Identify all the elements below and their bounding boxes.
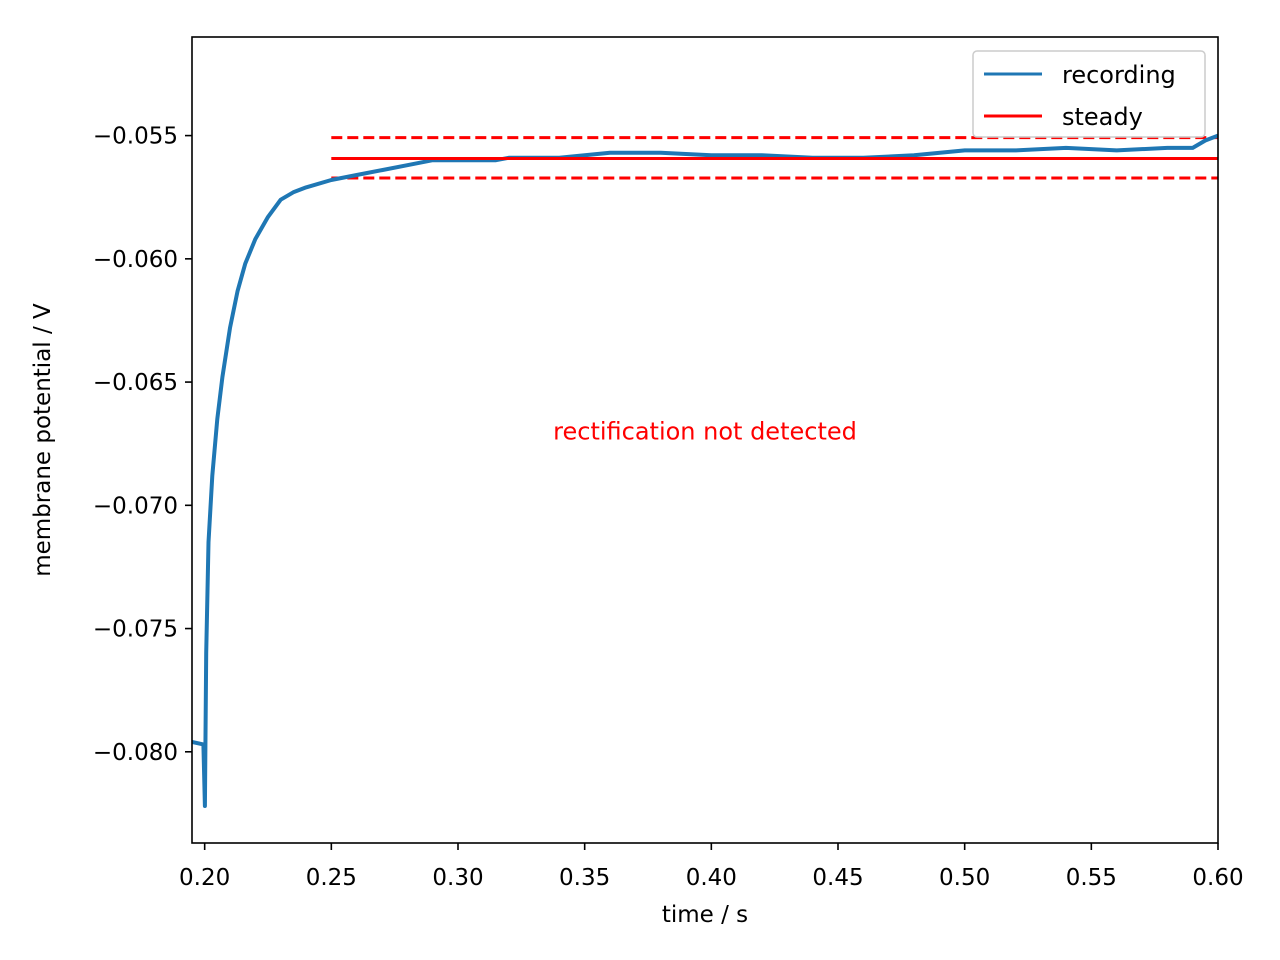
x-tick-label: 0.55 — [1066, 865, 1117, 891]
y-tick-label: −0.055 — [93, 124, 178, 150]
x-tick-label: 0.50 — [939, 865, 990, 891]
x-tick-label: 0.60 — [1192, 865, 1243, 891]
plot-area — [192, 37, 1218, 843]
y-axis-ticks: −0.080 −0.075 −0.070 −0.065 −0.060 −0.055 — [93, 124, 192, 766]
x-axis-label: time / s — [662, 902, 748, 928]
rectification-annotation: rectification not detected — [553, 417, 857, 445]
legend-label-steady: steady — [1062, 103, 1143, 131]
y-tick-label: −0.075 — [93, 617, 178, 643]
x-tick-label: 0.35 — [559, 865, 610, 891]
x-tick-label: 0.40 — [686, 865, 737, 891]
legend-label-recording: recording — [1062, 61, 1176, 89]
y-tick-label: −0.080 — [93, 740, 178, 766]
legend: recording steady — [972, 50, 1206, 138]
y-axis-label: membrane potential / V — [30, 303, 56, 577]
y-tick-label: −0.065 — [93, 370, 178, 396]
series-line-recording — [192, 133, 1218, 808]
x-tick-label: 0.25 — [306, 865, 357, 891]
x-tick-label: 0.45 — [812, 865, 863, 891]
y-tick-label: −0.060 — [93, 247, 178, 273]
x-axis-ticks: 0.20 0.25 0.30 0.35 0.40 0.45 0.50 0.55 0.60 — [179, 843, 1244, 891]
x-tick-label: 0.30 — [432, 865, 483, 891]
series-lines — [192, 133, 1218, 808]
x-tick-label: 0.20 — [179, 865, 230, 891]
axes-frame — [191, 36, 1219, 844]
y-tick-label: −0.070 — [93, 493, 178, 519]
